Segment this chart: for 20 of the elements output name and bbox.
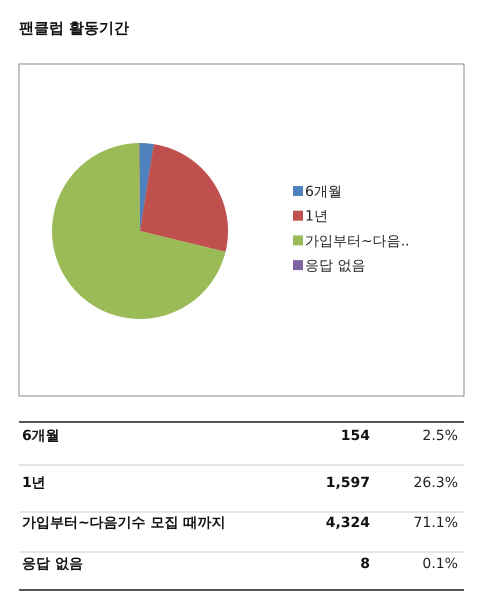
legend-label: 1년 [305,208,328,225]
text: 8 [360,556,370,572]
category-label: 가입부터~다음기수 모집 때까지 [22,515,226,531]
text: 154 [340,428,370,444]
category-label: 응답 없음 [22,556,83,572]
category-label: 6개월 [22,428,60,444]
category-label: 1년 [22,475,46,491]
text: 1,597 [326,475,370,491]
text: 4,324 [326,515,370,531]
text: 2.5% [422,428,458,444]
pie-slice [140,144,228,252]
text: 26.3% [414,475,458,491]
chart-title: 팬클럽 활동기간 [19,19,130,37]
text: 0.1% [422,556,458,572]
text: 71.1% [414,515,458,531]
legend-label: 가입부터~다음.. [305,233,410,250]
pie-slice [140,143,154,231]
legend-label: 응답 없음 [305,258,366,274]
pie-slice [52,143,226,319]
legend-label: 6개월 [305,184,342,200]
